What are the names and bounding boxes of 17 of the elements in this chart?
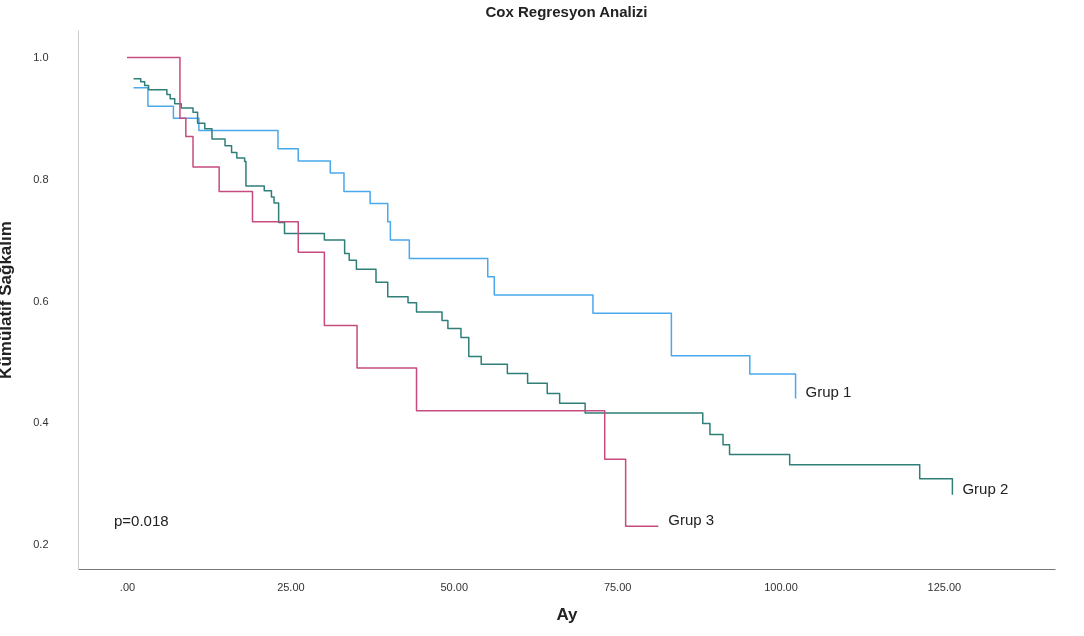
series-label: Grup 3	[668, 511, 715, 529]
x-tick-label: 50.00	[440, 580, 469, 593]
y-tick-label: 0.2	[33, 538, 49, 551]
x-tick-label: 100.00	[764, 580, 798, 593]
y-tick-label: 0.6	[33, 294, 49, 307]
x-tick-label: 25.00	[277, 580, 305, 593]
y-tick-label: 1.0	[33, 50, 49, 63]
y-tick-label: 0.4	[33, 416, 49, 429]
y-tick-label: 0.8	[33, 172, 49, 185]
series-label: Grup 2	[962, 479, 1009, 497]
chart-title: Cox Regresyon Analizi	[485, 3, 648, 20]
series-label: Grup 1	[805, 383, 852, 401]
x-tick-label: .00	[119, 580, 136, 593]
annotation: p=0.018	[114, 512, 169, 529]
x-tick-label: 125.00	[927, 580, 962, 593]
x-axis-title: Ay	[556, 604, 579, 624]
x-tick-label: 75.00	[603, 580, 632, 593]
